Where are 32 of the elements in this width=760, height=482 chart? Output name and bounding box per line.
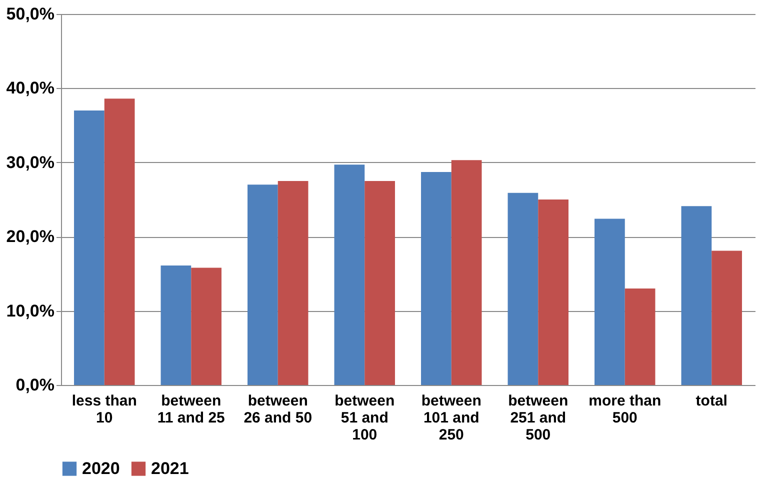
y-tick-label: 0,0% [16, 376, 54, 394]
x-tick-label: between 11 and 25 [157, 392, 225, 426]
y-tick-label: 50,0% [6, 4, 54, 24]
x-tick-label: total [696, 392, 728, 410]
bar [451, 160, 482, 385]
bar [191, 268, 222, 385]
legend-label: 2021 [151, 458, 189, 478]
y-tick-label: 30,0% [6, 152, 54, 172]
x-tick-label: between 26 and 50 [244, 392, 312, 426]
y-tick-label: 20,0% [6, 227, 54, 246]
bar [712, 250, 742, 385]
bar [594, 218, 625, 385]
bar [681, 206, 712, 385]
bar [74, 110, 104, 385]
bar [160, 266, 192, 385]
bar [508, 192, 538, 385]
x-tick-label: less than 10 [72, 392, 137, 426]
y-tick-label: 10,0% [6, 301, 54, 320]
bar [364, 180, 395, 385]
bar [421, 172, 452, 385]
x-tick-label: between 51 and 100 [334, 392, 395, 444]
bar [538, 200, 568, 385]
bar [334, 164, 365, 385]
bar [624, 288, 656, 385]
x-tick-label: between 251 and 500 [508, 392, 568, 444]
bar [104, 98, 135, 385]
x-tick-label: more than 500 [588, 392, 662, 426]
x-tick-label: between 101 and 250 [421, 392, 482, 444]
y-tick-label: 40,0% [6, 78, 54, 98]
bar [278, 180, 308, 385]
legend-label: 2020 [82, 458, 120, 478]
bar [248, 184, 278, 385]
